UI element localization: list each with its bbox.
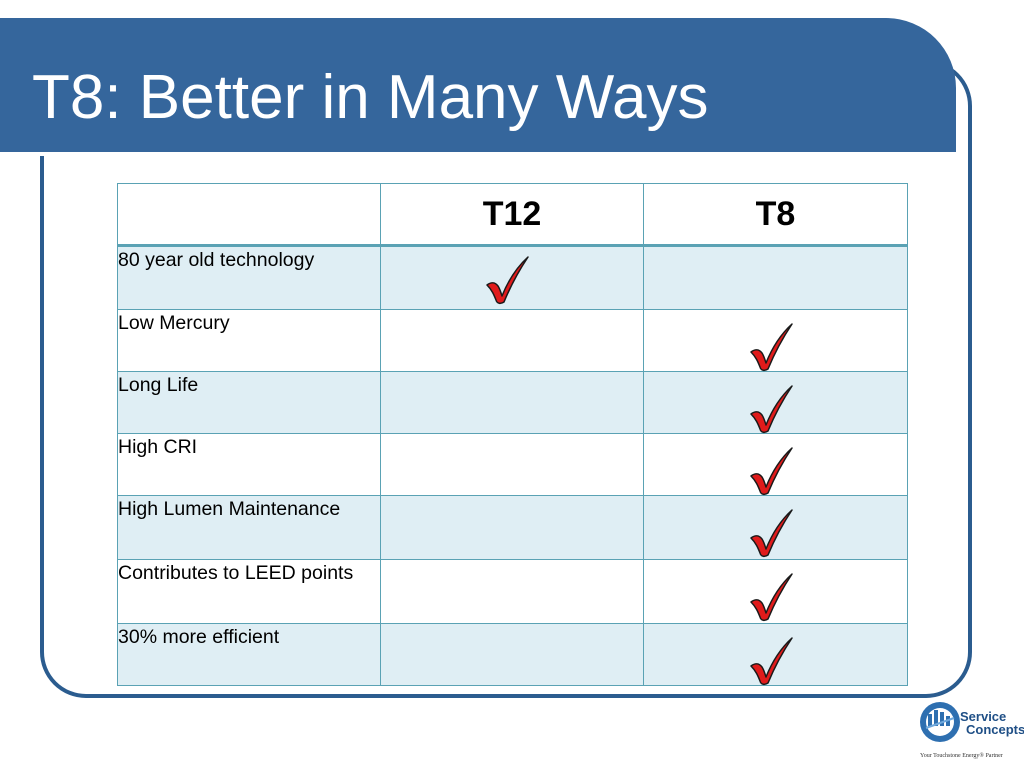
title-underline bbox=[0, 152, 906, 156]
table-row: High CRI bbox=[117, 433, 908, 496]
slide-title: T8: Better in Many Ways bbox=[32, 63, 709, 132]
title-bar: T8: Better in Many Ways bbox=[0, 18, 956, 156]
t12-cell bbox=[380, 309, 644, 372]
table-row: Long Life bbox=[117, 371, 908, 434]
check-mark-icon bbox=[750, 323, 793, 372]
t8-cell bbox=[643, 309, 908, 372]
check-mark-icon bbox=[750, 509, 793, 558]
service-concepts-logo: Service Concepts Your Touchstone Energy®… bbox=[918, 698, 1024, 764]
table-header-row: T12 T8 bbox=[117, 183, 908, 247]
table-row: 80 year old technology bbox=[117, 245, 908, 310]
feature-label: Long Life bbox=[117, 371, 381, 434]
table-row: 30% more efficient bbox=[117, 623, 908, 686]
table-row: Low Mercury bbox=[117, 309, 908, 372]
logo-name-line1: Service bbox=[960, 709, 1007, 724]
header-blank bbox=[117, 183, 381, 247]
t8-cell bbox=[643, 433, 908, 496]
table-row: High Lumen Maintenance bbox=[117, 495, 908, 560]
feature-label: 30% more efficient bbox=[117, 623, 381, 686]
t8-cell bbox=[643, 371, 908, 434]
cooperative-seal-icon bbox=[920, 702, 960, 742]
header-t8: T8 bbox=[643, 183, 908, 247]
comparison-table: T12 T8 80 year old technology Low Mercury… bbox=[117, 183, 908, 686]
t8-cell bbox=[643, 559, 908, 624]
t12-cell bbox=[380, 623, 644, 686]
t8-cell bbox=[643, 623, 908, 686]
t8-cell bbox=[643, 495, 908, 560]
check-mark-icon bbox=[750, 637, 793, 686]
t12-cell bbox=[380, 433, 644, 496]
feature-label: High CRI bbox=[117, 433, 381, 496]
feature-label: High Lumen Maintenance bbox=[117, 495, 381, 560]
t12-cell bbox=[380, 245, 644, 310]
check-mark-icon bbox=[750, 447, 793, 496]
logo-tagline: Your Touchstone Energy® Partner bbox=[920, 753, 1003, 759]
check-mark-icon bbox=[750, 573, 793, 622]
t12-cell bbox=[380, 495, 644, 560]
feature-label: 80 year old technology bbox=[117, 245, 381, 310]
t8-cell bbox=[643, 245, 908, 310]
feature-label: Contributes to LEED points bbox=[117, 559, 381, 624]
header-t12: T12 bbox=[380, 183, 644, 247]
check-mark-icon bbox=[750, 385, 793, 434]
table-row: Contributes to LEED points bbox=[117, 559, 908, 624]
check-mark-icon bbox=[486, 256, 529, 305]
feature-label: Low Mercury bbox=[117, 309, 381, 372]
t12-cell bbox=[380, 371, 644, 434]
t12-cell bbox=[380, 559, 644, 624]
logo-name-line2: Concepts bbox=[966, 722, 1024, 737]
